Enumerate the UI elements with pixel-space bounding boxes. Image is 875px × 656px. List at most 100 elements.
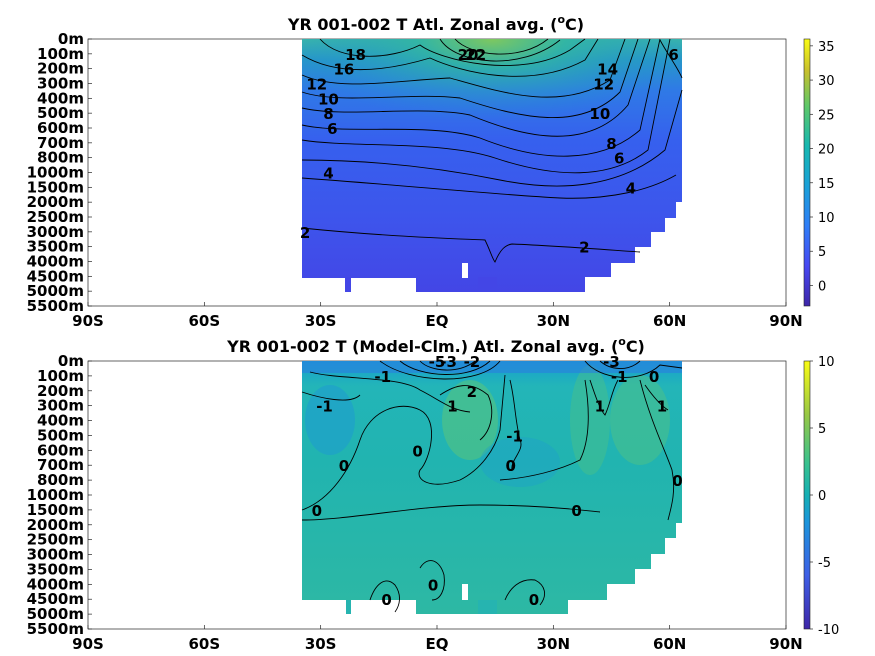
top-contour-22	[454, 38, 549, 55]
bottom-contour-label: 0	[412, 442, 422, 460]
bottom-contour-0b	[499, 379, 589, 481]
bottom-contour-0g	[504, 579, 546, 606]
bottom-contour-label: 0	[312, 502, 322, 520]
bottom-contour-label: 0	[672, 472, 682, 490]
bottom-colorbar	[803, 360, 811, 630]
bottom-contour-label: 0	[428, 576, 438, 594]
bottom-contour-label: 0	[649, 368, 659, 386]
top-y-tick-label: 5000m	[27, 282, 84, 300]
bottom-y-tick-label: 700m	[37, 456, 84, 474]
bottom-title: YR 001-002 T (Model-Clm.) Atl. Zonal avg…	[226, 335, 645, 356]
bottom-y-tick-label: 600m	[37, 441, 84, 459]
bottom-contour-label: 0	[381, 591, 391, 609]
top-contour-label: 12	[306, 76, 327, 94]
bottom-contour-label: 1	[447, 398, 457, 416]
bottom-contour-label: -1	[374, 368, 391, 386]
top-contour-10	[301, 38, 651, 137]
top-y-tick-label: 5500m	[27, 297, 84, 315]
bottom-x-axis: 90S 60S 30S EQ 30N 60N 90N	[72, 625, 803, 653]
bottom-contour-0e	[369, 580, 400, 613]
bottom-contour-label: 0	[505, 457, 515, 475]
top-contour-label: 2	[579, 239, 589, 257]
bottom-contour-neg3b	[599, 360, 641, 369]
top-contour-label: 18	[345, 46, 366, 64]
top-x-tick-label: 60N	[653, 312, 686, 330]
top-contour-label: 10	[589, 105, 610, 123]
bottom-y-tick-label: 4500m	[27, 590, 84, 608]
top-contour-2	[301, 227, 641, 263]
top-contour-label: 6	[327, 120, 337, 138]
top-y-tick-label: 4500m	[27, 267, 84, 285]
top-colorbar-tick-label: 5	[818, 245, 826, 260]
bottom-contours	[301, 360, 683, 613]
top-colorbar-tick-label: 30	[818, 74, 835, 89]
bottom-contour-label: -3	[440, 353, 457, 371]
bottom-x-tick-label: 30N	[537, 635, 570, 653]
top-contour-label: 6	[668, 46, 678, 64]
top-title: YR 001-002 T Atl. Zonal avg. (oC)	[287, 13, 584, 34]
bottom-contour-label: 0	[529, 591, 539, 609]
bottom-panel: YR 001-002 T (Model-Clm.) Atl. Zonal avg…	[27, 335, 840, 653]
top-colorbar	[803, 38, 811, 307]
bottom-colorbar-tick-label: 10	[818, 355, 835, 370]
bottom-contour-neg1d	[584, 360, 683, 378]
bottom-contour-neg1c	[509, 379, 522, 471]
bottom-x-tick-label: 60N	[653, 635, 686, 653]
top-contour-20	[439, 38, 561, 62]
top-y-tick-label: 0m	[58, 30, 84, 48]
top-colorbar-tick-label: 25	[818, 108, 835, 123]
bottom-y-tick-label: 2000m	[27, 516, 84, 534]
top-contour-12	[301, 38, 639, 118]
bottom-contour-label: -5	[429, 353, 446, 371]
bottom-contour-1a	[439, 385, 493, 441]
top-bottom-block-1	[345, 277, 351, 292]
top-x-tick-label: EQ	[426, 312, 449, 330]
bottom-contour-label: -1	[611, 368, 628, 386]
top-bottom-block-2	[478, 277, 497, 292]
top-contour-18	[319, 38, 586, 67]
top-y-tick-label: 1500m	[27, 178, 84, 196]
top-contour-3	[301, 174, 677, 199]
bottom-y-tick-label: 100m	[37, 367, 84, 385]
bottom-contour-neg1a	[309, 371, 471, 413]
bottom-x-tick-label: EQ	[426, 635, 449, 653]
bottom-y-tick-label: 500m	[37, 426, 84, 444]
bottom-contour-label: -2	[464, 353, 481, 371]
bottom-contour-0d	[639, 379, 675, 521]
bottom-contour-neg2	[379, 360, 501, 380]
bottom-x-tick-label: 60S	[188, 635, 220, 653]
top-x-tick-label: 60S	[188, 312, 220, 330]
bottom-contour-label: -3	[603, 353, 620, 371]
bottom-block-1	[346, 600, 351, 614]
top-contour-label: 12	[593, 76, 614, 94]
top-y-tick-label: 1000m	[27, 164, 84, 182]
bottom-y-axis: 0m100m200m300m400m500m600m700m800m1000m1…	[27, 352, 92, 638]
bottom-contour-0a	[301, 374, 506, 511]
bottom-y-tick-label: 400m	[37, 412, 84, 430]
top-colorbar-tick-label: 10	[818, 211, 835, 226]
bottom-cool-patch-1	[305, 385, 355, 455]
bottom-colorbar-tick-label: -10	[818, 623, 839, 638]
top-x-tick-label: 90N	[769, 312, 802, 330]
bottom-block-3	[462, 584, 468, 600]
bottom-contour-neg1b	[301, 391, 361, 401]
bottom-y-tick-label: 5500m	[27, 620, 84, 638]
bottom-field	[302, 361, 682, 614]
bottom-warm-patch-2	[610, 375, 670, 465]
bottom-contour-label: 1	[657, 398, 667, 416]
bottom-y-tick-label: 200m	[37, 382, 84, 400]
top-y-tick-label: 600m	[37, 119, 84, 137]
top-contour-label: 6	[614, 150, 624, 168]
bottom-contour-label: -1	[316, 398, 333, 416]
bottom-cool-patch-2	[480, 437, 560, 487]
bottom-y-tick-label: 1500m	[27, 501, 84, 519]
top-contour-label: 16	[333, 61, 354, 79]
bottom-x-tick-label: 30S	[305, 635, 337, 653]
bottom-contour-label: -1	[506, 427, 523, 445]
top-colorbar-tick-label: 20	[818, 143, 835, 158]
top-contour-8	[301, 38, 661, 157]
bottom-y-tick-label: 4000m	[27, 575, 84, 593]
bottom-warm-patch-1	[442, 380, 498, 460]
